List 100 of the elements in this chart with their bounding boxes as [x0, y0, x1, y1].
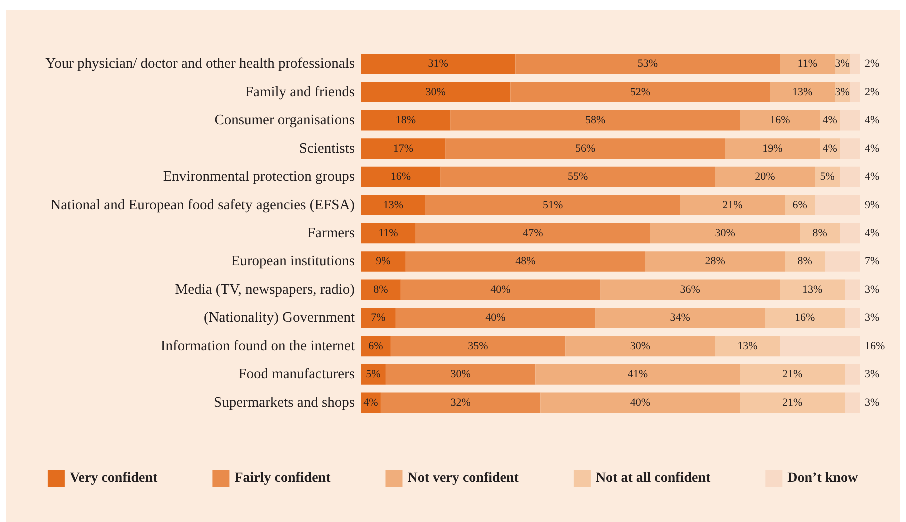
data-label: 52%: [630, 86, 651, 98]
y-tick-label: (Nationality) Government: [204, 310, 355, 326]
data-label: 11%: [798, 58, 818, 70]
data-label: 7%: [371, 312, 386, 324]
bar: [680, 195, 786, 216]
data-label: 9%: [865, 199, 880, 212]
bar: [780, 54, 836, 74]
y-tick-label: Media (TV, newspapers, radio): [175, 282, 356, 298]
data-label: 51%: [543, 199, 564, 212]
bar: [845, 308, 860, 328]
bar: [361, 166, 441, 188]
bar: [361, 195, 426, 216]
bar: [845, 280, 860, 300]
y-tick-label: National and European food safety agencies (EFSA): [50, 197, 356, 214]
data-label: 19%: [762, 142, 783, 155]
bar: [715, 166, 816, 188]
data-label: 55%: [568, 171, 588, 184]
y-tick-label: Your physician/ doctor and other health professionals: [46, 56, 356, 72]
y-tick-label: Scientists: [299, 140, 356, 157]
bar: [785, 195, 816, 216]
legend-label: Not very confident: [408, 471, 520, 486]
data-label: 31%: [428, 58, 448, 70]
bar: [361, 223, 416, 244]
bar: [510, 82, 770, 103]
bar: [361, 364, 386, 385]
bar: [361, 82, 511, 103]
y-tick-label: Farmers: [307, 226, 356, 242]
data-label: 34%: [670, 312, 690, 324]
data-label: 28%: [705, 256, 726, 268]
data-label: 16%: [795, 312, 816, 324]
data-label: 13%: [383, 199, 404, 212]
data-label: 30%: [426, 86, 446, 98]
data-label: 3%: [835, 58, 850, 70]
bar: [361, 138, 446, 159]
legend-label: Don’t know: [788, 471, 859, 486]
data-label: 4%: [865, 171, 880, 184]
bar: [850, 54, 860, 74]
bar: [536, 364, 740, 385]
bar: [361, 110, 451, 131]
data-label: 16%: [390, 171, 412, 184]
data-label: 3%: [835, 86, 850, 98]
data-label: 4%: [822, 114, 838, 127]
bar: [725, 138, 820, 159]
y-tick-label: Information found on the internet: [160, 338, 355, 354]
data-label: 32%: [450, 396, 471, 409]
data-label: 58%: [585, 114, 606, 127]
data-label: 9%: [376, 256, 391, 268]
bar: [845, 364, 860, 385]
y-tick-label: European institutions: [231, 254, 356, 270]
bar: [825, 252, 860, 272]
data-label: 21%: [722, 199, 743, 212]
legend-label: Not at all confident: [596, 471, 711, 486]
data-label: 13%: [792, 86, 813, 98]
y-tick-label: Consumer organisations: [214, 112, 356, 129]
data-label: 3%: [865, 396, 880, 409]
data-label: 5%: [366, 368, 381, 381]
data-label: 16%: [770, 114, 790, 127]
y-tick-label: Family and friends: [245, 84, 356, 100]
data-label: 17%: [393, 142, 414, 155]
data-label: 8%: [812, 228, 828, 240]
data-label: 3%: [865, 368, 880, 381]
bar: [426, 195, 680, 216]
data-label: 20%: [755, 171, 776, 184]
bar: [361, 54, 516, 74]
data-label: 36%: [680, 284, 700, 296]
bar: [596, 308, 766, 328]
bar: [386, 364, 536, 385]
bar: [600, 280, 780, 300]
bar: [785, 252, 826, 272]
bar: [566, 336, 716, 357]
data-label: 4%: [865, 228, 880, 240]
data-label: 8%: [798, 256, 812, 268]
bar: [840, 223, 860, 244]
data-label: 21%: [782, 368, 803, 381]
bar: [740, 392, 846, 414]
bar: [400, 280, 601, 300]
data-label: 13%: [738, 340, 758, 352]
y-tick-label: Environmental protection groups: [163, 169, 356, 186]
bar: [840, 138, 860, 159]
data-label: 11%: [378, 228, 398, 240]
bar: [440, 166, 716, 188]
bar: [815, 195, 860, 216]
bar: [516, 54, 780, 74]
data-label: 35%: [468, 340, 488, 352]
data-label: 3%: [865, 284, 880, 296]
data-label: 4%: [822, 142, 838, 155]
data-label: 8%: [374, 284, 388, 296]
data-label: 48%: [516, 256, 536, 268]
bar: [380, 392, 541, 414]
data-label: 13%: [802, 284, 823, 296]
data-label: 30%: [715, 228, 736, 240]
bar: [770, 82, 836, 103]
data-label: 18%: [396, 114, 416, 127]
bar: [650, 223, 800, 244]
data-label: 40%: [630, 396, 651, 409]
bar: [450, 110, 740, 131]
bar: [845, 392, 860, 414]
data-label: 21%: [782, 396, 803, 409]
data-label: 3%: [865, 312, 880, 324]
data-label: 4%: [865, 114, 880, 127]
